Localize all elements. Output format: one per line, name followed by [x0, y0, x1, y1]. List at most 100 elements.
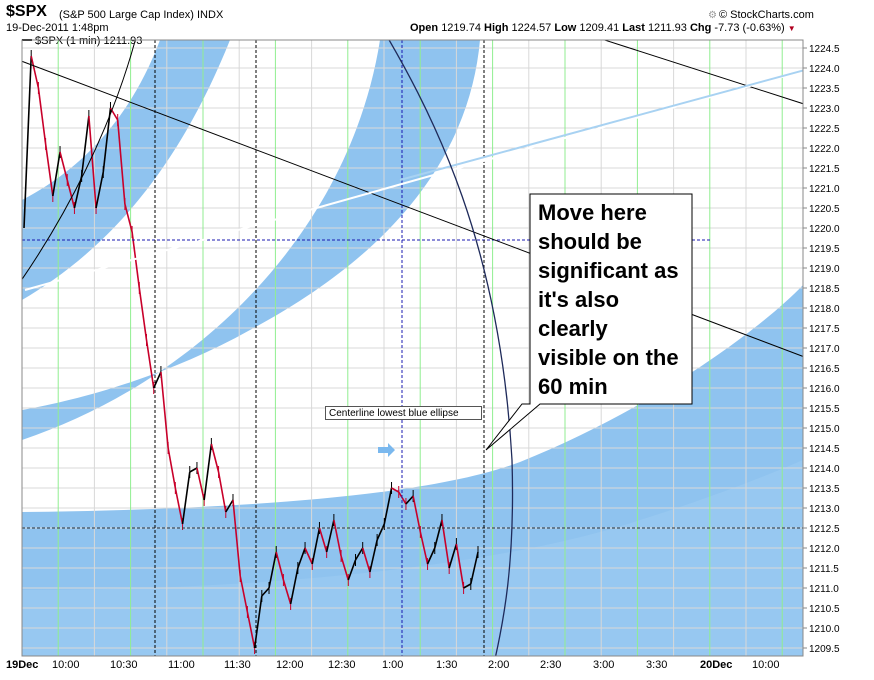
y-tick-label: 1223.0 — [809, 104, 840, 115]
price-segment — [426, 547, 436, 565]
price-segment — [30, 55, 40, 89]
centerline-note: Centerline lowest blue ellipse — [325, 406, 482, 420]
price-segment — [318, 527, 328, 553]
price-segment — [275, 551, 285, 581]
y-tick-label: 1212.0 — [809, 544, 840, 555]
x-tick-label: 2:00 — [488, 659, 509, 671]
trendline-top — [602, 40, 803, 105]
x-tick-label: 20Dec — [700, 659, 732, 671]
x-tick-label: 11:30 — [224, 659, 251, 671]
price-segment — [405, 495, 414, 505]
down-triangle-icon: ▼ — [787, 24, 796, 33]
price-segment — [361, 547, 371, 573]
price-segment — [124, 203, 133, 233]
chart-header: $SPX (S&P 500 Large Cap Index) INDX ⚙ © S… — [0, 0, 874, 47]
price-segment — [325, 519, 335, 553]
low-label: Low — [554, 22, 577, 34]
price-segment — [189, 467, 198, 473]
y-tick-label: 1223.5 — [809, 84, 840, 95]
y-tick-label: 1217.0 — [809, 344, 840, 355]
price-segment — [102, 107, 112, 173]
blue-arrow-icon — [378, 443, 395, 457]
chg-value: -7.73 (-0.63%) — [714, 22, 785, 34]
price-segment — [383, 487, 393, 525]
price-segment — [253, 595, 263, 649]
brand-label[interactable]: ⚙ © StockCharts.com — [708, 9, 814, 21]
price-segment — [174, 487, 184, 525]
price-segment — [80, 115, 90, 177]
high-label: High — [484, 22, 509, 34]
x-tick-label: 10:00 — [52, 659, 80, 671]
trendline-down — [22, 60, 803, 357]
price-segment — [217, 471, 227, 513]
y-tick-label: 1210.5 — [809, 604, 840, 615]
price-segment — [304, 547, 313, 565]
white-trendline — [24, 70, 803, 291]
open-label: Open — [410, 22, 439, 34]
high-value: 1224.57 — [511, 22, 552, 34]
callout-text: Move here should be significant as it's … — [538, 200, 679, 399]
y-tick-label: 1224.5 — [809, 44, 840, 55]
open-value: 1219.74 — [441, 22, 481, 34]
y-tick-label: 1218.5 — [809, 284, 840, 295]
price-segment — [419, 531, 429, 565]
x-tick-label: 2:30 — [540, 659, 561, 671]
y-tick-label: 1221.5 — [809, 164, 840, 175]
y-tick-label: 1216.5 — [809, 364, 840, 375]
price-segment — [470, 551, 479, 585]
price-segment — [282, 579, 292, 605]
y-tick-label: 1209.5 — [809, 644, 840, 655]
y-tick-label: 1215.5 — [809, 404, 840, 415]
y-tick-label: 1211.0 — [809, 584, 839, 595]
x-tick-label: 3:00 — [593, 659, 614, 671]
price-segment — [239, 575, 249, 613]
y-tick-label: 1213.5 — [809, 484, 840, 495]
y-tick-label: 1214.5 — [809, 444, 840, 455]
y-tick-label: 1214.0 — [809, 464, 840, 475]
y-tick-label: 1221.0 — [809, 184, 840, 195]
price-segment — [412, 495, 422, 533]
date-label: 19-Dec-2011 1:48pm — [6, 22, 109, 34]
price-segment — [340, 555, 350, 581]
y-tick-label: 1220.5 — [809, 204, 840, 215]
price-segment — [23, 55, 33, 229]
right-arc — [388, 40, 514, 656]
price-segment — [181, 471, 191, 525]
price-segment — [116, 119, 126, 205]
price-segment — [433, 519, 443, 549]
price-segment — [66, 179, 76, 209]
price-segment — [246, 611, 256, 649]
price-segment — [289, 567, 299, 605]
x-tick-label: 12:00 — [276, 659, 304, 671]
y-tick-label: 1222.0 — [809, 144, 840, 155]
price-segment — [391, 487, 400, 493]
price-segment — [376, 523, 386, 541]
brand-text: © StockCharts.com — [718, 9, 814, 21]
price-segment — [52, 151, 61, 197]
price-segment — [131, 231, 141, 289]
price-segment — [369, 539, 378, 573]
y-tick-label: 1220.0 — [809, 224, 840, 235]
x-tick-label: 1:00 — [382, 659, 403, 671]
last-value: 1211.93 — [647, 22, 687, 34]
x-tick-label: 11:00 — [168, 659, 195, 671]
symbol-name: (S&P 500 Large Cap Index) INDX — [59, 9, 224, 21]
low-value: 1209.41 — [579, 22, 620, 34]
left-arc — [22, 40, 136, 281]
x-tick-label: 10:30 — [110, 659, 138, 671]
ohlc-readout: Open 1219.74 High 1224.57 Low 1209.41 La… — [410, 22, 796, 34]
price-segment — [210, 443, 220, 473]
price-segment — [448, 543, 458, 569]
y-tick-label: 1213.0 — [809, 504, 840, 515]
price-segment — [37, 87, 47, 145]
price-segment — [455, 543, 465, 589]
x-tick-label: 3:30 — [646, 659, 667, 671]
chg-label: Chg — [689, 22, 712, 34]
price-segment — [268, 551, 278, 589]
price-series — [23, 50, 479, 654]
callout-bubble — [485, 193, 693, 451]
price-segment — [95, 171, 105, 209]
x-tick-label: 10:00 — [752, 659, 780, 671]
left-ellipse-band — [22, 40, 230, 300]
y-tick-label: 1217.5 — [809, 324, 840, 335]
